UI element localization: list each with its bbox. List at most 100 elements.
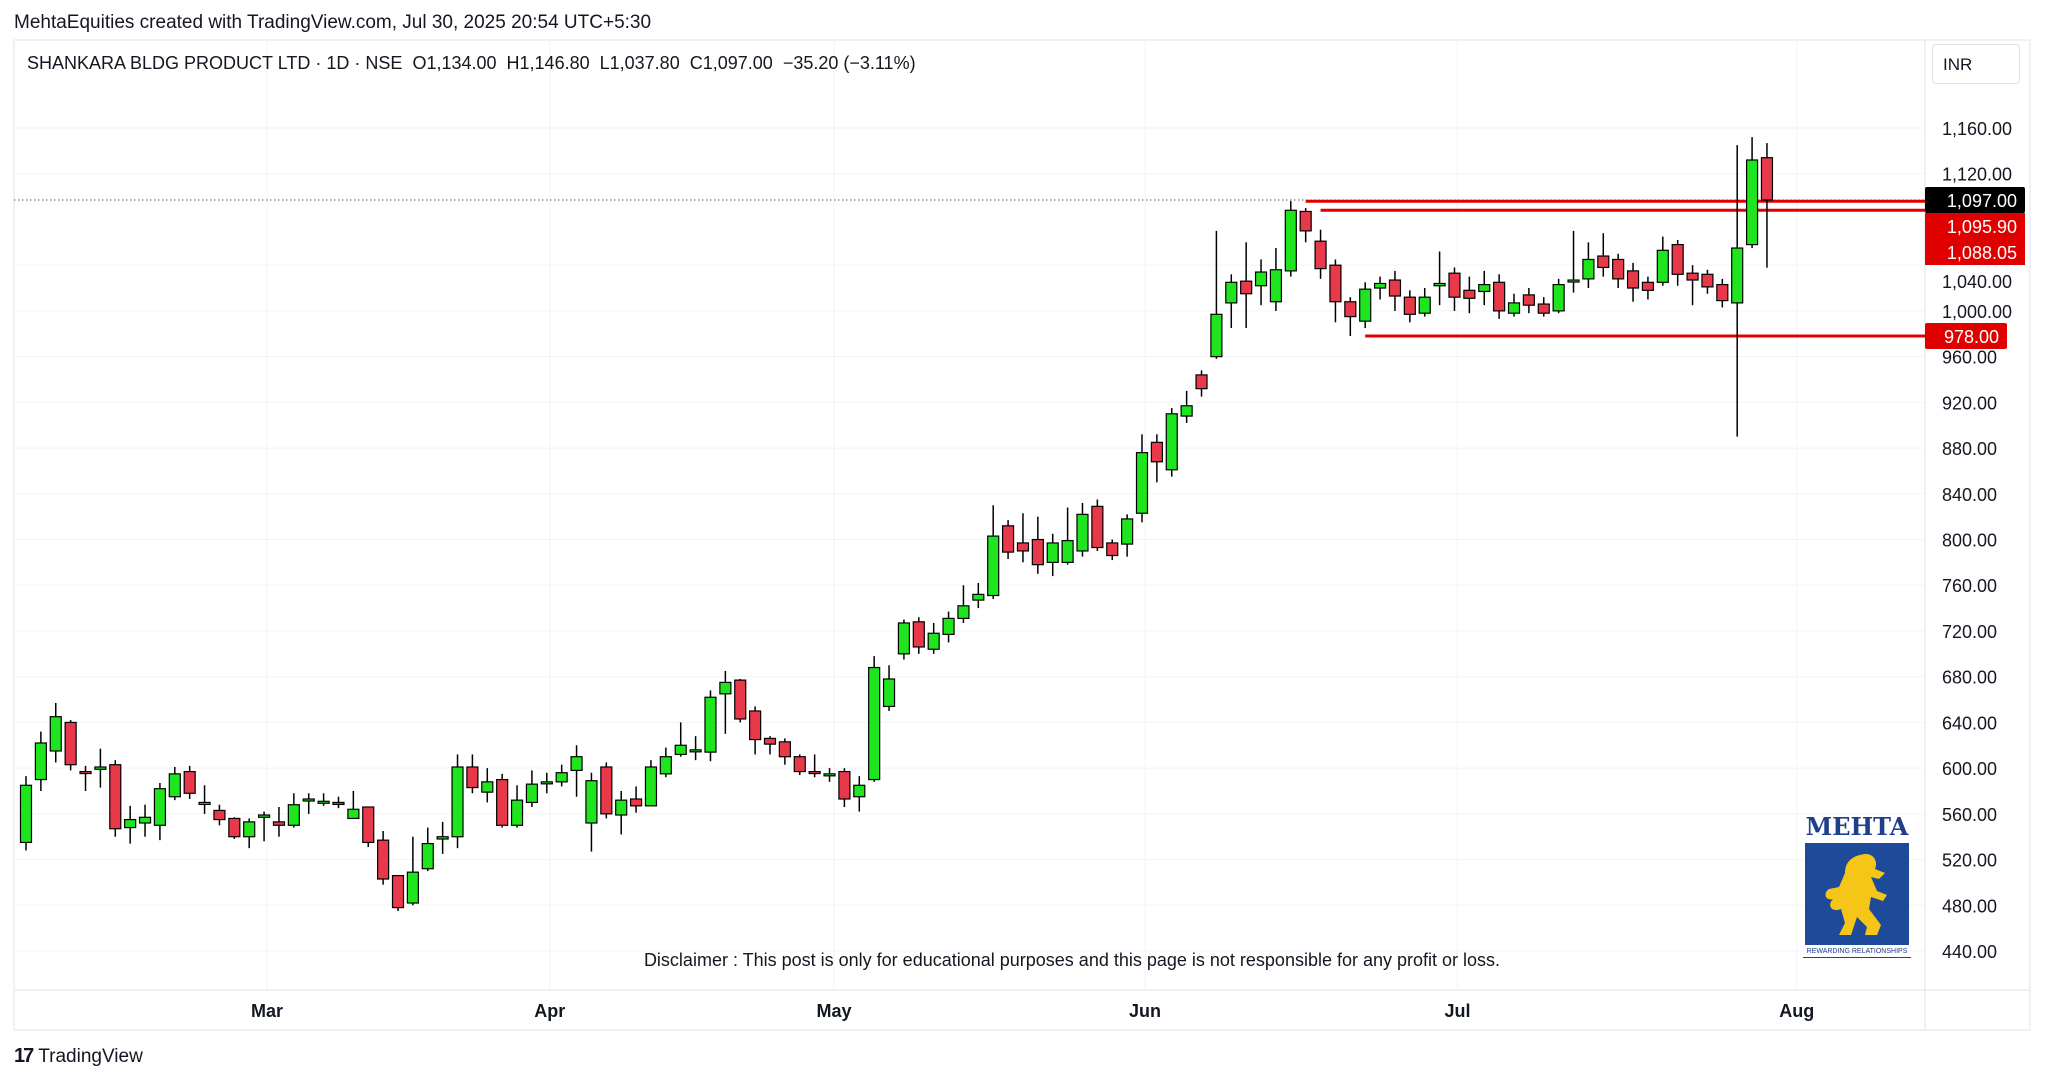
candle-up [1046,542,1059,563]
candle-up [1731,247,1744,304]
price-tick-label: 600.00 [1942,759,1997,779]
candle-down [362,806,375,844]
candle-down [1463,289,1476,299]
level-price-tag: 978.00 [1944,327,1999,347]
candle-up [49,716,62,752]
candle-down [272,821,286,826]
candle-up [347,808,360,820]
price-tick-label: 800.00 [1942,531,1997,551]
candle-up [1076,513,1089,552]
candle-up [689,749,702,753]
candle-down [1195,374,1208,390]
candle-up [927,632,940,650]
legend-close: C1,097.00 [689,53,773,73]
price-tick-label: 840.00 [1942,485,1997,505]
candle-down [79,770,92,775]
time-tick-label: Jun [1129,1001,1161,1021]
price-tick-label: 680.00 [1942,668,1997,688]
candle-up [34,742,47,781]
candle-down [109,764,122,830]
candle-up [1135,452,1149,514]
candle-up [644,766,658,807]
candle-down [1612,258,1625,280]
tradingview-brand: TradingView [38,1045,143,1067]
candle-up [153,788,167,826]
candle-down [1448,272,1461,298]
candle-down [1091,505,1104,549]
candle-up [704,696,717,753]
candle-down [1388,279,1402,297]
candle-up [1225,281,1238,304]
price-tick-label: 1,040.00 [1942,272,2012,292]
candle-up [942,617,955,635]
candle-down [1537,303,1550,314]
candle-down [1641,281,1655,291]
time-axis[interactable]: Mar Apr May Jun Jul Aug [251,1001,1814,1021]
candle-down [838,770,851,800]
candle-up [257,814,271,818]
price-tick-label: 1,160.00 [1942,119,2012,139]
level-price-tag-bg [1925,323,2007,350]
symbol-legend: SHANKARA BLDG PRODUCT LTD · 1D · NSE O1,… [27,53,916,74]
price-tick-label: 640.00 [1942,713,1997,733]
price-tick-label: 760.00 [1942,576,1997,596]
disclaimer-text: Disclaimer : This post is only for educa… [643,950,1501,970]
candle-down [1716,284,1729,302]
price-tick-label: 880.00 [1942,439,1997,459]
legend-high: H1,146.80 [506,53,590,73]
candles [19,137,1774,912]
candle-up [987,535,1000,597]
last-price-tag-bg [1925,187,2025,214]
candle-down [1314,240,1327,270]
legend-symbol[interactable]: SHANKARA BLDG PRODUCT LTD · 1D · NSE [27,53,403,73]
candle-down [1686,272,1699,281]
candle-up [19,784,33,844]
candle-up [406,871,419,904]
candle-down [377,839,390,880]
candle-up [540,781,553,785]
candle-down [1299,210,1312,232]
logo-brand: MEHTA [1805,812,1909,841]
candle-up [1180,405,1193,417]
candle-down [1106,542,1119,557]
candle-down [1031,538,1044,566]
candle-up [659,756,672,775]
candle-down [1150,441,1163,463]
chart-frame [13,39,2031,1031]
currency-label[interactable]: INR [1932,44,2020,84]
candle-down [1329,264,1342,303]
candle-up [1359,288,1372,322]
level-price-tag: 1,095.90 [1947,217,2017,237]
candle-down [1240,280,1253,295]
candle-down [1760,157,1774,201]
candle-up [525,783,539,804]
candle-up [1745,159,1759,246]
candle-down [1001,525,1015,553]
price-tick-label: 480.00 [1942,896,1997,916]
candle-up [1284,209,1297,272]
candle-up [1121,518,1134,545]
candle-up [436,836,449,840]
candle-up [868,666,881,781]
candle-up [287,804,300,826]
candle-down [1597,255,1610,269]
price-axis[interactable]: 1,160.00 1,120.00 1,000.00 960.00 920.00 880.… [1942,119,2012,962]
candle-up [198,801,211,806]
tradingview-logo-icon: 17 [14,1045,34,1067]
candle-up [1433,282,1446,287]
candle-down [808,770,821,775]
legend-change: −35.20 (−3.11%) [782,53,916,73]
candle-up [1418,296,1431,314]
candle-down [1016,542,1030,552]
lion-icon [1805,843,1909,945]
candle-down [749,710,762,741]
candle-up [674,744,687,756]
candle-up [719,681,732,695]
candle-up [243,821,256,838]
candle-down [64,721,77,766]
candle-up [1061,540,1074,563]
tradingview-footer[interactable]: 17 TradingView [14,1045,143,1068]
candle-down [213,809,226,821]
candle-up [317,800,330,804]
